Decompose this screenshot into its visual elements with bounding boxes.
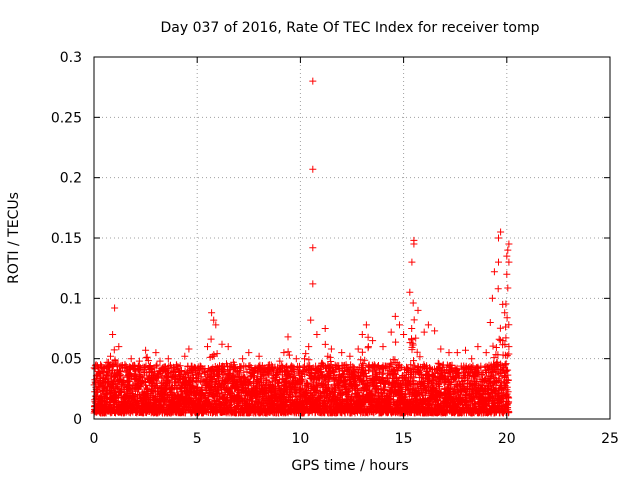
data-point [143, 384, 150, 392]
data-point [164, 377, 172, 385]
data-point [144, 357, 152, 365]
data-point [143, 353, 151, 361]
data-point [110, 346, 118, 354]
data-point [158, 371, 166, 379]
grid-layer [94, 57, 610, 419]
data-point [176, 385, 184, 393]
data-point [152, 362, 160, 370]
data-point [154, 373, 162, 381]
data-point [176, 362, 184, 370]
data-point [113, 383, 121, 391]
data-point [153, 361, 161, 369]
data-point [111, 359, 119, 367]
data-point [165, 362, 173, 370]
data-point [193, 375, 201, 383]
points-layer [90, 77, 513, 417]
data-point [165, 369, 172, 377]
data-point [147, 365, 155, 372]
